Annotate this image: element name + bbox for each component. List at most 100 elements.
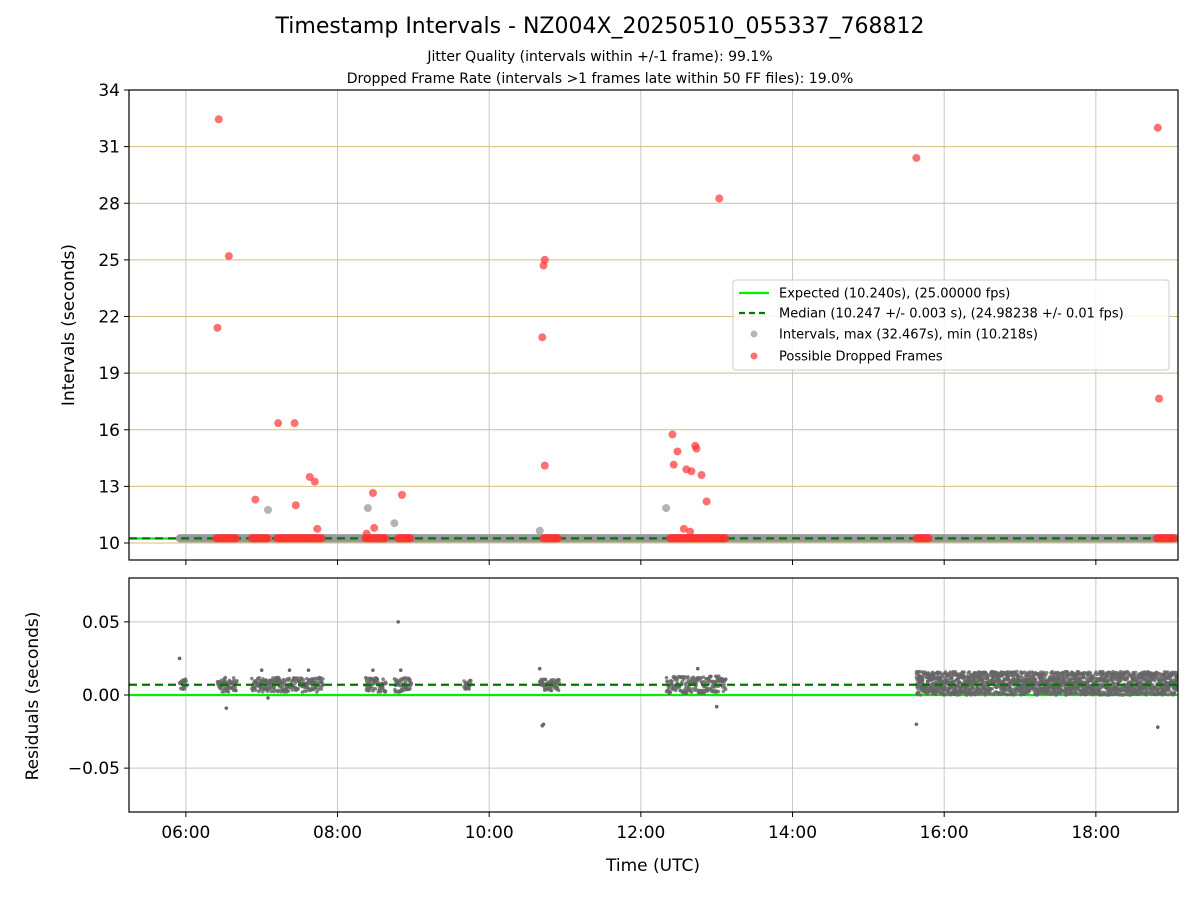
residual-point <box>296 687 300 691</box>
residual-point <box>1159 680 1164 685</box>
dropped-frame-point <box>692 444 701 453</box>
residual-point <box>670 679 674 684</box>
residual-point <box>384 681 388 686</box>
dropped-frame-point <box>305 472 314 481</box>
residual-point <box>946 678 951 682</box>
y-axis-label-residuals: Residuals (seconds) <box>23 612 43 781</box>
residual-point <box>383 690 387 694</box>
dropped-frame-point <box>370 523 379 532</box>
dropped-frame-point <box>313 524 322 533</box>
residual-point <box>665 680 670 684</box>
dropped-frame-point <box>214 115 223 124</box>
dropped-frame-point <box>1155 394 1164 403</box>
residual-point <box>272 685 277 690</box>
residual-point <box>916 690 921 695</box>
residual-point <box>1133 674 1138 678</box>
dropped-frame-point <box>291 501 300 510</box>
dropped-frame-point <box>669 460 678 469</box>
residual-point <box>722 682 726 687</box>
residual-point <box>990 686 994 691</box>
dropped-frame-point <box>274 419 283 428</box>
dropped-frame-point <box>702 497 711 506</box>
dropped-frame-point <box>368 488 377 497</box>
residual-point <box>380 685 385 690</box>
chart-subtitle-jitter: Jitter Quality (intervals within +/-1 fr… <box>427 49 773 65</box>
residual-point <box>234 679 239 684</box>
interval-point <box>390 519 399 528</box>
residual-point <box>269 689 273 694</box>
residual-point <box>716 689 721 694</box>
residual-point <box>724 677 728 681</box>
residual-point <box>375 677 380 681</box>
dropped-frame-point <box>540 461 549 470</box>
residual-point <box>1092 675 1096 680</box>
residual-point <box>557 678 561 682</box>
interval-point <box>264 505 273 514</box>
residual-point <box>222 690 226 694</box>
residual-point <box>371 689 375 693</box>
residual-point <box>1014 691 1019 695</box>
residual-point <box>967 670 972 674</box>
residual-point <box>257 676 261 680</box>
residual-point <box>1119 678 1123 683</box>
chart-title: Timestamp Intervals - NZ004X_20250510_05… <box>275 14 925 39</box>
residual-point <box>981 680 986 684</box>
dropped-frame-point <box>224 252 233 261</box>
dropped-frame-point <box>290 419 299 428</box>
dropped-frame-point <box>686 527 695 536</box>
residual-point <box>543 677 548 682</box>
residual-point <box>399 680 403 684</box>
dropped-frame-point <box>538 333 547 342</box>
residual-point <box>1105 673 1110 678</box>
dropped-frame-point <box>213 323 222 332</box>
residual-point <box>962 675 967 680</box>
residual-point <box>920 678 925 683</box>
residual-point <box>1050 669 1055 674</box>
residual-point <box>1069 677 1073 681</box>
residual-point <box>249 676 254 681</box>
residual-point <box>316 687 321 692</box>
x-axis-label: Time (UTC) <box>605 856 700 876</box>
dropped-frame-point <box>912 153 921 162</box>
residual-point <box>943 692 948 697</box>
residual-point <box>409 681 413 686</box>
residual-point <box>997 678 1002 682</box>
residual-point <box>701 675 706 679</box>
residual-point <box>1033 678 1038 682</box>
residual-point <box>276 688 281 693</box>
residual-point <box>668 690 672 695</box>
residual-point <box>290 688 295 692</box>
residual-point <box>275 680 279 685</box>
residual-point <box>994 685 999 690</box>
residual-point <box>1088 670 1093 675</box>
residual-point <box>686 675 690 679</box>
dropped-frame-point <box>673 447 682 456</box>
dropped-frame-point <box>715 194 724 203</box>
residual-point <box>723 687 728 692</box>
residual-point <box>319 687 324 691</box>
residual-point <box>403 680 408 685</box>
residual-point <box>469 678 473 683</box>
residual-point <box>962 670 966 674</box>
chart-subtitle-dropped: Dropped Frame Rate (intervals >1 frames … <box>346 71 854 87</box>
residual-point <box>978 686 982 691</box>
residual-point <box>1136 692 1141 696</box>
residual-point <box>226 690 231 694</box>
residual-point <box>295 676 300 680</box>
residual-point <box>184 679 188 683</box>
residual-point <box>233 685 237 689</box>
residual-point <box>1078 676 1082 680</box>
dropped-frame-point <box>317 534 326 543</box>
residuals-plot-area <box>129 578 1178 812</box>
dropped-frame-point <box>1169 534 1178 543</box>
residual-point <box>1098 689 1102 694</box>
residual-point <box>381 677 385 681</box>
residual-point <box>948 670 953 675</box>
residual-point <box>1004 688 1009 692</box>
residual-point <box>664 675 669 680</box>
residual-point <box>1005 692 1010 697</box>
dropped-frame-point <box>406 534 415 543</box>
residual-point <box>934 692 938 697</box>
dropped-frame-point <box>362 529 371 538</box>
